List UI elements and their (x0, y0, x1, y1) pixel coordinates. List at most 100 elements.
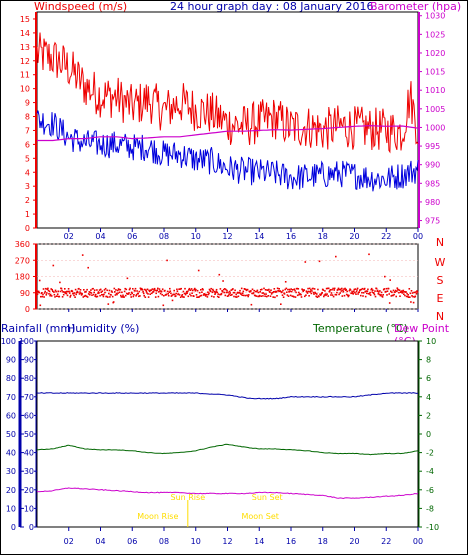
direction-point (358, 291, 360, 293)
direction-point (325, 287, 328, 290)
direction-point (158, 288, 161, 290)
direction-point (284, 281, 287, 283)
direction-point (75, 293, 77, 296)
direction-point (184, 287, 186, 290)
direction-point (316, 293, 318, 295)
direction-point (163, 294, 165, 297)
direction-point (388, 302, 391, 304)
direction-point (170, 292, 172, 295)
direction-point (53, 293, 56, 296)
rain-tick-label: 30 (6, 467, 16, 476)
wind-tick-label: 14 (20, 29, 30, 38)
direction-point (181, 294, 184, 296)
direction-point (339, 292, 341, 294)
direction-point (194, 290, 197, 292)
direction-point (381, 296, 384, 298)
direction-point (185, 292, 187, 295)
direction-point (233, 291, 236, 294)
direction-point (93, 291, 95, 294)
direction-point (262, 295, 264, 297)
barometer-line (37, 124, 419, 142)
direction-tick-label: 360 (15, 240, 30, 249)
barometer-title: Barometer (hpa) (370, 0, 462, 13)
graph-date-title: 24 hour graph day : 08 January 2016 (170, 0, 374, 13)
direction-point (230, 294, 232, 296)
direction-tick-label: 270 (15, 256, 30, 265)
direction-point (387, 287, 390, 290)
direction-point (117, 292, 119, 294)
rain-tick-label: 40 (6, 449, 16, 458)
direction-tick-label: 180 (15, 273, 30, 282)
direction-point (289, 290, 291, 292)
direction-point (308, 287, 311, 290)
direction-point (329, 289, 332, 291)
direction-point (185, 290, 188, 293)
direction-point (405, 295, 408, 298)
rain-tick-label: 10 (6, 504, 16, 513)
direction-point (42, 288, 45, 290)
direction-point (232, 291, 235, 294)
direction-point (378, 291, 380, 293)
direction-point (256, 289, 259, 292)
direction-point (51, 288, 53, 291)
direction-point (234, 296, 237, 298)
direction-point (360, 294, 362, 297)
direction-point (386, 290, 389, 292)
direction-point (267, 295, 270, 297)
direction-point (98, 292, 100, 294)
direction-point (390, 290, 392, 293)
direction-point (79, 289, 82, 291)
direction-point (129, 287, 131, 290)
direction-point (389, 279, 391, 281)
direction-point (262, 292, 265, 294)
direction-point (406, 295, 409, 298)
direction-point (325, 294, 327, 297)
humidity-line (36, 392, 419, 400)
direction-point (154, 289, 156, 292)
direction-point (255, 290, 257, 293)
direction-point (265, 293, 267, 295)
direction-point (183, 292, 186, 295)
direction-point (50, 295, 53, 297)
direction-point (111, 291, 113, 293)
x-tick-label: 18 (318, 537, 328, 546)
x-tick-label: 12 (222, 537, 232, 546)
direction-point (321, 291, 323, 294)
direction-point (219, 288, 222, 290)
direction-point (74, 288, 77, 291)
direction-point (394, 291, 396, 293)
direction-point (50, 288, 52, 290)
direction-point (68, 292, 71, 294)
direction-point (265, 295, 268, 298)
direction-point (398, 291, 400, 294)
direction-point (412, 295, 414, 298)
direction-point (330, 294, 332, 296)
x-tick-label: 18 (318, 232, 328, 241)
direction-point (210, 287, 212, 290)
direction-point (374, 290, 376, 292)
direction-point (250, 303, 253, 306)
direction-point (396, 290, 398, 293)
direction-point (259, 289, 262, 291)
direction-point (222, 288, 225, 291)
direction-point (54, 289, 57, 292)
direction-point (363, 287, 366, 290)
direction-point (355, 293, 357, 295)
direction-point (215, 290, 217, 293)
x-tick-label: 20 (349, 232, 359, 241)
direction-point (313, 288, 316, 290)
wind-tick-label: 3 (25, 182, 30, 191)
humidity-tick-label: 50 (24, 430, 34, 439)
direction-point (289, 294, 292, 297)
direction-point (327, 295, 329, 297)
direction-point (79, 291, 81, 293)
x-tick-label: 06 (127, 232, 137, 241)
direction-point (37, 290, 40, 293)
baro-tick-label: 1030 (425, 12, 445, 21)
direction-point (367, 288, 369, 291)
direction-point (49, 294, 51, 297)
direction-point (227, 291, 229, 294)
direction-point (95, 293, 97, 296)
direction-point (80, 294, 83, 296)
direction-point (311, 290, 313, 292)
